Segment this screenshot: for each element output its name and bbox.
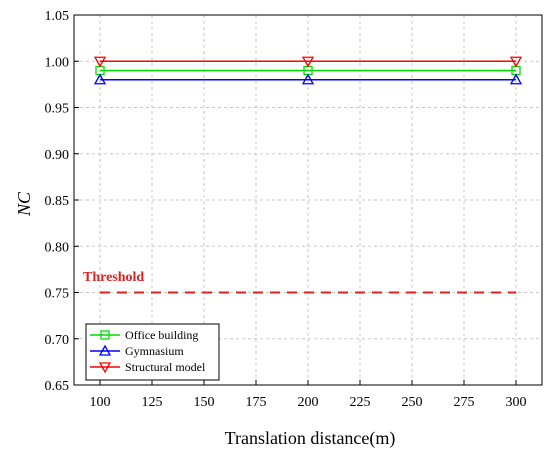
- data-point-gymnasium: [509, 73, 523, 85]
- threshold-label: Threshold: [83, 270, 144, 285]
- x-tick-label: 275: [454, 395, 475, 410]
- y-tick-label: 0.95: [45, 102, 70, 117]
- x-tick-label: 200: [298, 395, 319, 410]
- series-group: [93, 56, 523, 85]
- legend-label-gymnasium: Gymnasium: [125, 344, 184, 358]
- x-tick-label: 250: [402, 395, 423, 410]
- data-point-structural-model: [509, 56, 523, 68]
- y-tick-label: 1.05: [45, 9, 70, 24]
- x-tick-label: 150: [194, 395, 215, 410]
- x-tick-label: 125: [142, 395, 163, 410]
- data-point-gymnasium: [301, 73, 315, 85]
- x-axis-title: Translation distance(m): [225, 428, 396, 449]
- y-tick-label: 0.65: [45, 379, 70, 394]
- y-axis-title: NC: [14, 191, 34, 217]
- axis-ticks: 100 125 150 175 200 225 250 275 300 0.65 0.70 0.75 0…: [45, 9, 527, 410]
- legend: Office building Gymnasium Structural model: [85, 323, 220, 381]
- legend-marker-structural-model: [98, 362, 112, 374]
- legend-label-structural-model: Structural model: [125, 360, 206, 374]
- y-tick-label: 0.85: [45, 194, 70, 209]
- legend-marker-gymnasium: [98, 344, 112, 356]
- y-tick-label: 0.70: [45, 333, 70, 348]
- x-tick-label: 225: [350, 395, 371, 410]
- y-tick-label: 0.90: [45, 148, 70, 163]
- data-point-gymnasium: [93, 73, 107, 85]
- data-point-structural-model: [93, 56, 107, 68]
- y-tick-label: 1.00: [45, 55, 70, 70]
- x-tick-label: 175: [246, 395, 267, 410]
- data-point-structural-model: [301, 56, 315, 68]
- x-tick-label: 100: [90, 395, 111, 410]
- y-tick-label: 0.80: [45, 240, 70, 255]
- legend-marker-office-building: [100, 330, 110, 340]
- legend-label-office-building: Office building: [125, 328, 198, 342]
- y-tick-label: 0.75: [45, 287, 70, 302]
- x-tick-label: 300: [506, 395, 527, 410]
